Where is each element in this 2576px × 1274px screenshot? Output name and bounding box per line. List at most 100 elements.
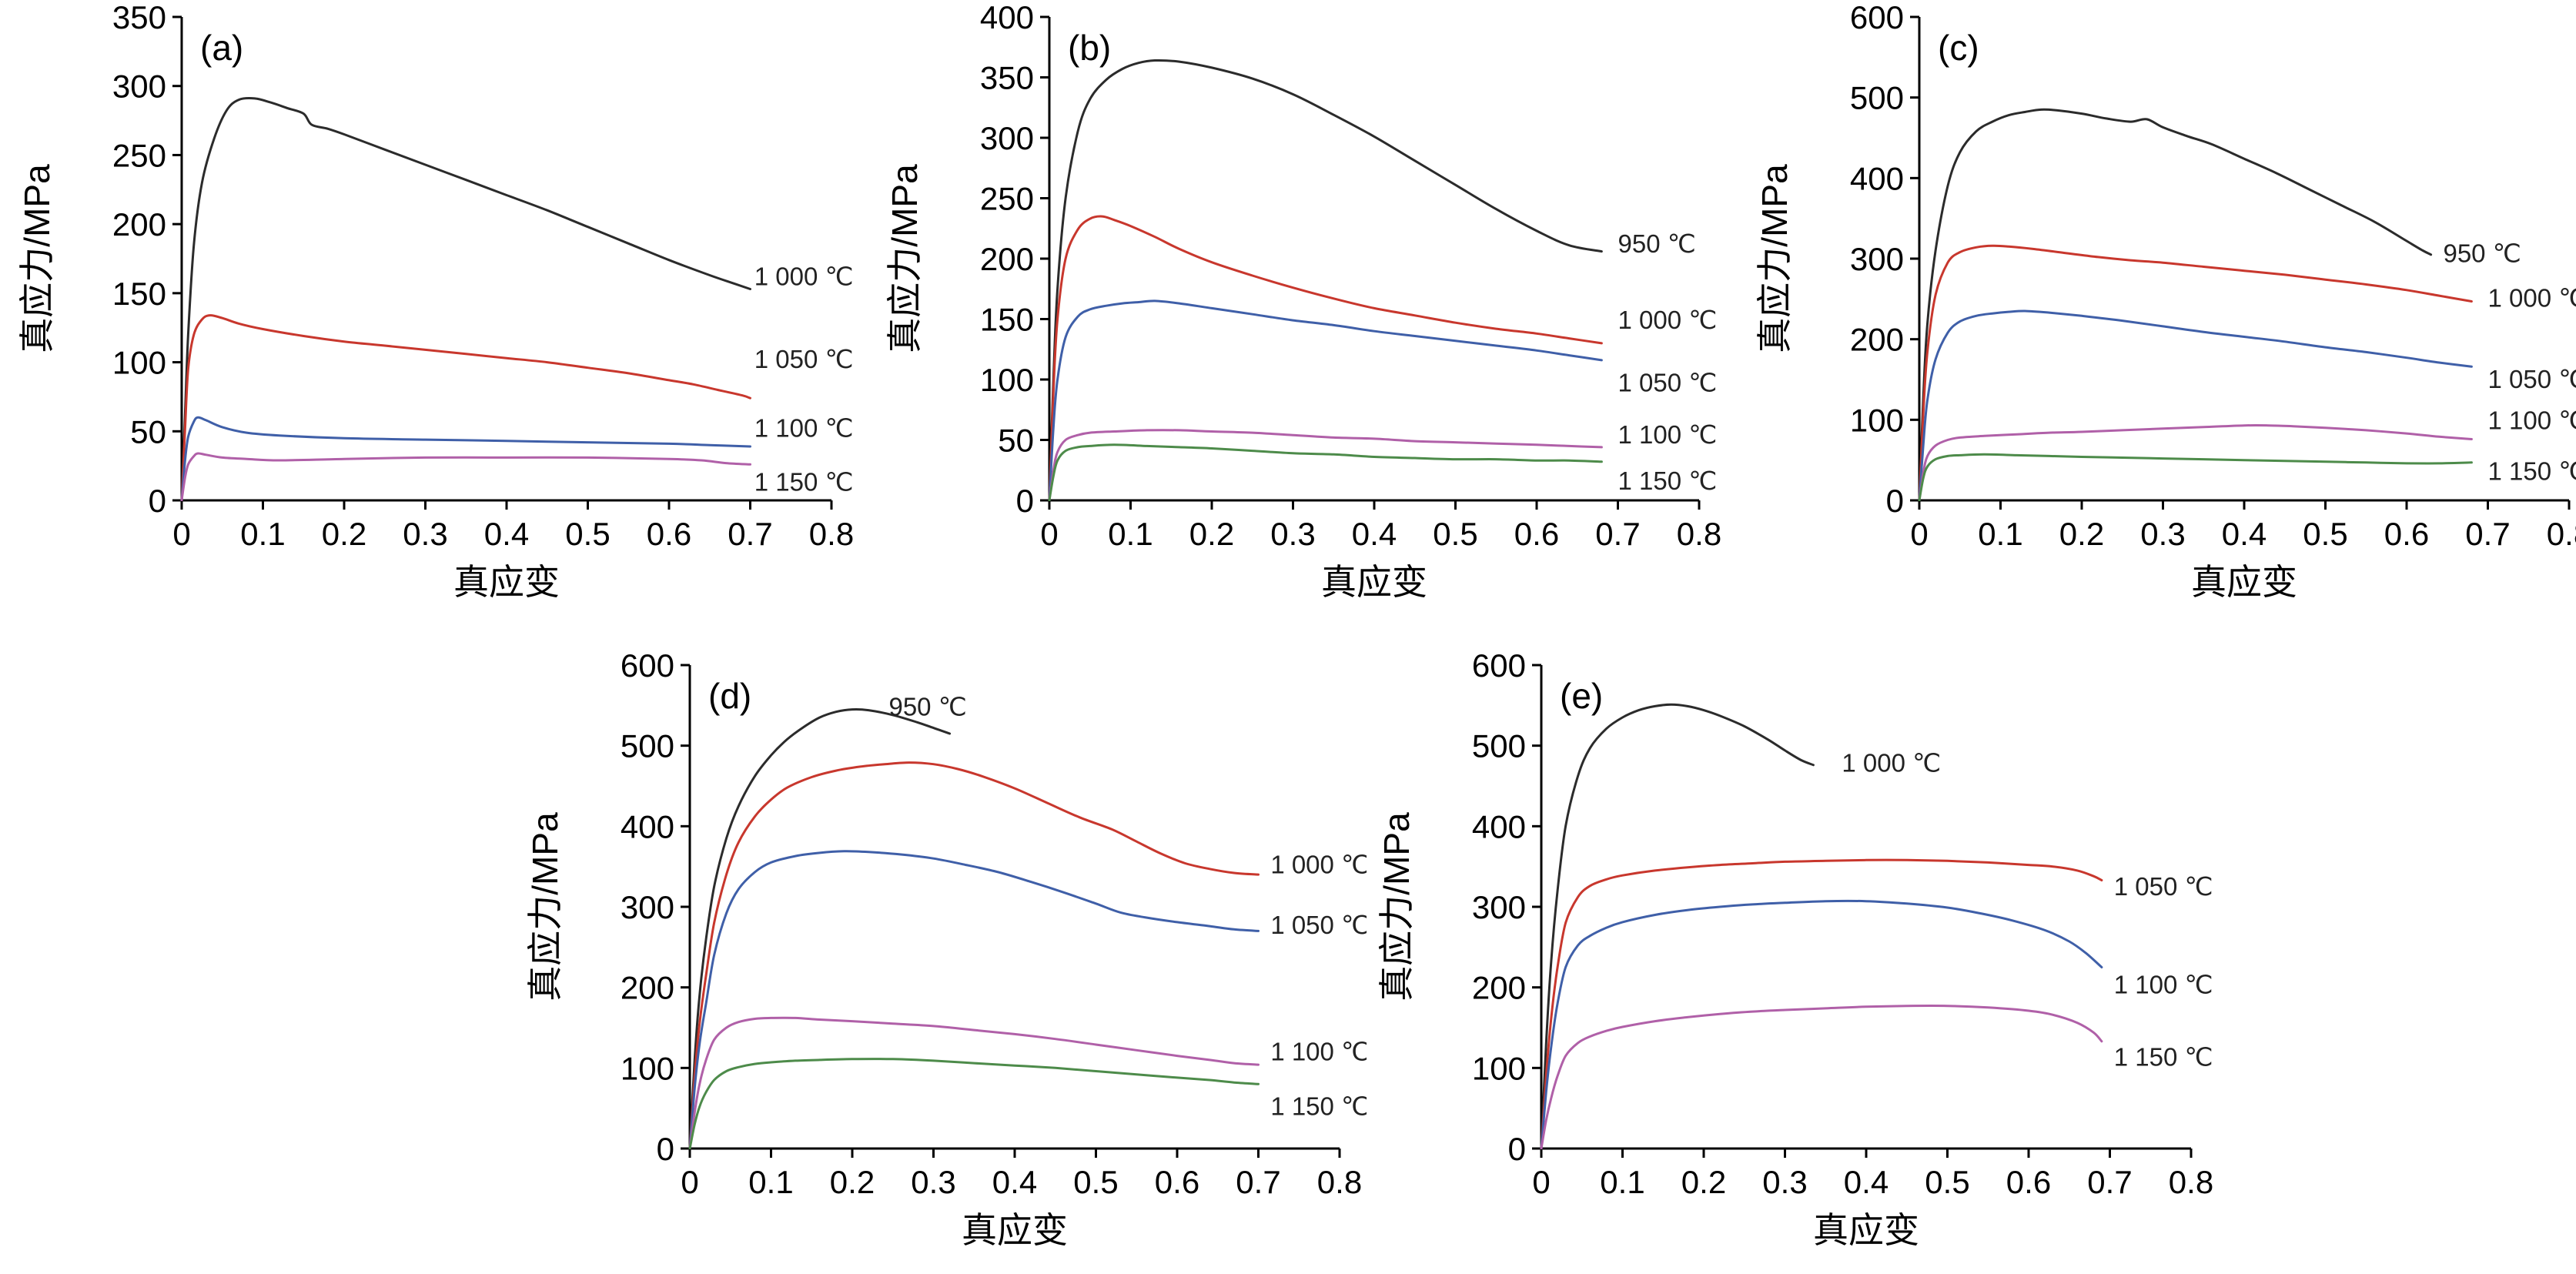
y-tick-label: 400 [980,0,1034,35]
panel-label: (d) [708,676,751,716]
x-tick-label: 0.3 [403,516,447,552]
x-tick-label: 0.8 [809,516,854,552]
series-label: 1 050 ℃ [2114,872,2213,901]
y-tick-label: 100 [112,345,166,381]
x-tick-label: 0.3 [1270,516,1315,552]
series-line-1150℃ [690,1059,1259,1149]
series-label: 1 000 ℃ [2488,283,2576,312]
y-tick-label: 0 [1016,483,1034,519]
y-tick-label: 300 [1472,889,1526,925]
x-tick-label: 0.4 [1352,516,1397,552]
series-label: 1 100 ℃ [2114,971,2213,999]
x-tick-label: 0.4 [992,1164,1037,1200]
series-label: 1 000 ℃ [1618,306,1718,334]
x-tick-label: 0.5 [1073,1164,1118,1200]
x-tick-label: 0.1 [748,1164,793,1200]
x-axis-title: 真应变 [2191,562,2297,602]
chart-c: 00.10.20.30.40.50.60.70.8010020030040050… [1738,0,2576,622]
y-tick-label: 150 [980,302,1034,338]
series-label: 1 050 ℃ [754,345,854,373]
y-tick-label: 50 [130,413,166,450]
series-line-1050℃ [690,851,1259,1149]
x-tick-label: 0.7 [728,516,772,552]
y-tick-label: 350 [112,0,166,35]
x-tick-label: 0.1 [1600,1164,1644,1200]
series-line-1000℃ [1541,704,1813,1149]
x-tick-label: 0.5 [1925,1164,1969,1200]
series-line-1100℃ [690,1018,1259,1149]
series-line-1050℃ [1919,311,2471,500]
y-tick-label: 100 [980,362,1034,398]
x-tick-label: 0.6 [2006,1164,2051,1200]
y-tick-label: 300 [1850,241,1904,277]
x-tick-label: 0.1 [1978,516,2022,552]
x-axis-title: 真应变 [1321,562,1427,602]
x-tick-label: 0.8 [2547,516,2576,552]
y-tick-label: 350 [980,60,1034,96]
y-tick-label: 200 [1472,970,1526,1006]
series-label: 1 100 ℃ [2488,406,2576,434]
series-label: 1 150 ℃ [2488,456,2576,485]
y-axis-title: 真应力/MPa [525,812,565,1001]
y-tick-label: 400 [1850,160,1904,196]
series-label: 1 000 ℃ [1270,851,1367,879]
series-label: 1 050 ℃ [2488,365,2576,393]
y-tick-label: 500 [621,728,674,764]
x-tick-label: 0.8 [2169,1164,2213,1200]
x-tick-label: 0 [681,1164,698,1200]
x-tick-label: 0.7 [2465,516,2510,552]
series-line-1100℃ [1049,430,1601,500]
y-tick-label: 50 [998,423,1034,459]
x-tick-label: 0 [172,516,190,552]
x-tick-label: 0.2 [322,516,366,552]
y-tick-label: 500 [1472,728,1526,764]
x-tick-label: 0.2 [830,1164,875,1200]
y-tick-label: 100 [621,1050,674,1086]
x-tick-label: 0 [1040,516,1058,552]
panel-label: (a) [200,28,243,68]
series-line-950℃ [1919,109,2431,500]
x-tick-label: 0.3 [911,1164,955,1200]
x-tick-label: 0.3 [2140,516,2185,552]
x-tick-label: 0.2 [2059,516,2104,552]
y-tick-label: 150 [112,276,166,312]
figure: 0 0.1 0.2 0.3 0.4 0.5 0.6 0.7 0.8 0 50 100 150 200 250… [0,0,2576,1245]
y-tick-label: 250 [112,137,166,173]
y-axis-title: 真应力/MPa [885,164,925,353]
series-line-950℃ [1049,60,1601,500]
y-axis-title: 真应力/MPa [1755,164,1795,353]
x-tick-label: 0.4 [1844,1164,1889,1200]
y-tick-label: 250 [980,181,1034,217]
y-tick-label: 0 [149,483,166,519]
x-tick-label: 0.1 [240,516,285,552]
panel-label: (c) [1938,28,1979,68]
y-tick-label: 300 [112,69,166,105]
x-tick-label: 0.1 [1108,516,1153,552]
series-label: 1 100 ℃ [1270,1037,1367,1065]
y-axis-title: 真应力/MPa [17,164,57,353]
y-tick-label: 200 [112,206,166,242]
x-tick-label: 0.3 [1762,1164,1807,1200]
x-tick-label: 0.6 [2384,516,2429,552]
series-label: 1 050 ℃ [1618,369,1718,397]
y-tick-label: 200 [1850,322,1904,358]
y-tick-label: 0 [1508,1131,1526,1167]
x-tick-label: 0.2 [1681,1164,1726,1200]
series-line-1000℃ [690,763,1259,1149]
y-tick-label: 400 [1472,808,1526,844]
x-tick-label: 0.6 [647,516,691,552]
x-tick-label: 0.5 [1433,516,1477,552]
y-tick-label: 600 [621,648,674,684]
series-label: 1 150 ℃ [1618,466,1718,495]
y-tick-label: 200 [980,241,1034,277]
x-axis-title: 真应变 [1813,1210,1919,1250]
panel-label: (b) [1068,28,1111,68]
x-tick-label: 0.4 [2222,516,2267,552]
series-label: 1 100 ℃ [754,414,854,443]
series-line-1050℃ [1541,860,2102,1149]
y-tick-label: 100 [1850,402,1904,438]
